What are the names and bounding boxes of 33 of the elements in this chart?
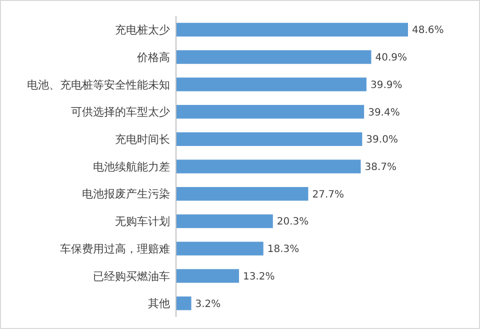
y-tick-label: 已经购买燃油车: [93, 270, 170, 283]
data-label: 39.4%: [368, 107, 400, 118]
y-tick-label: 充电时间长: [115, 132, 170, 146]
bar: [176, 22, 408, 37]
y-tick-label: 可供选择的车型太少: [71, 106, 170, 119]
data-label: 18.3%: [267, 244, 300, 256]
bar: [176, 160, 361, 174]
y-tick-label: 其他: [148, 297, 170, 310]
bar: [176, 132, 362, 146]
data-label: 39.9%: [370, 80, 402, 91]
bar: [176, 187, 308, 201]
data-label: 48.6%: [412, 25, 444, 36]
data-label: 40.9%: [375, 52, 408, 64]
y-tick-label: 电池、充电桩等安全性能未知: [27, 78, 170, 92]
y-tick-label: 价格高: [136, 50, 170, 64]
bar: [176, 269, 240, 283]
data-label: 20.3%: [276, 216, 309, 228]
bar: [176, 78, 366, 92]
bar: [176, 214, 273, 228]
y-tick-label: 无购车计划: [115, 215, 170, 228]
y-tick-label: 电池续航能力差: [93, 160, 170, 174]
y-tick-label: 电池报废产生污染: [82, 188, 170, 201]
bar: [176, 104, 364, 119]
data-label: 27.7%: [312, 189, 344, 200]
data-label: 13.2%: [243, 271, 275, 282]
data-label: 3.2%: [195, 298, 221, 310]
bar: [176, 50, 372, 64]
bar: [176, 296, 192, 310]
y-tick-label: 车保费用过高，理赔难: [60, 242, 170, 256]
data-label: 39.0%: [366, 134, 398, 146]
y-tick-label: 充电桩太少: [115, 24, 170, 37]
bar: [176, 242, 264, 256]
data-label: 38.7%: [364, 162, 397, 173]
